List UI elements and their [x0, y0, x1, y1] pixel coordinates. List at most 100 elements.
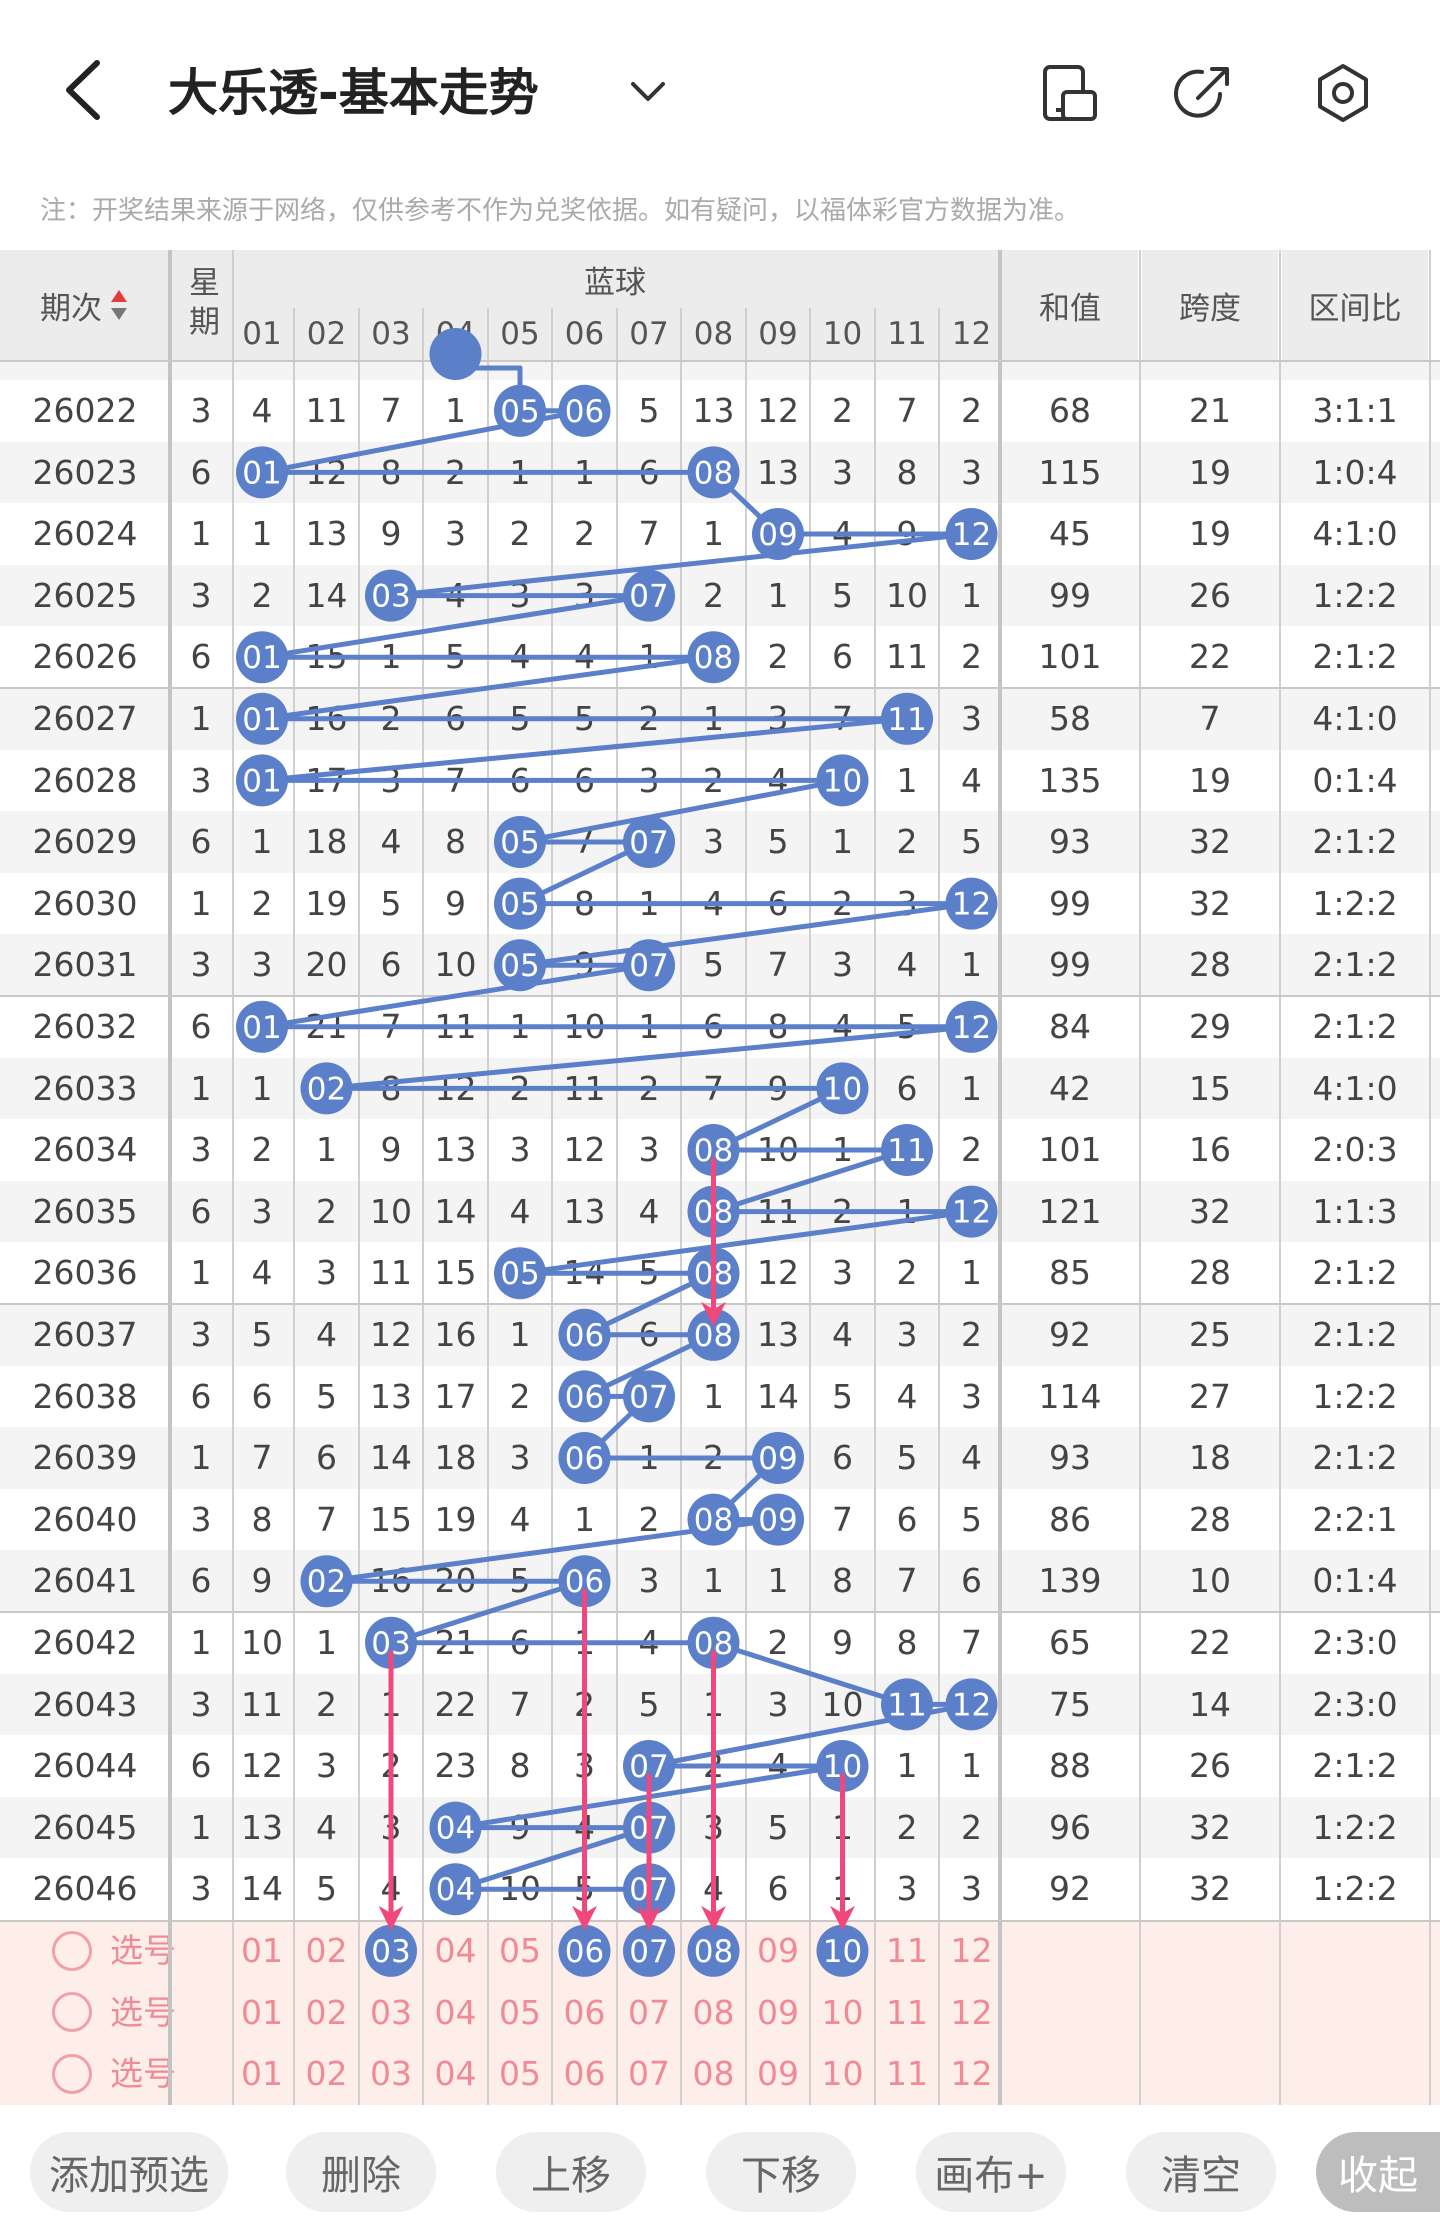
miss-count-cell: 2: [896, 822, 918, 862]
miss-count-cell: 5: [638, 391, 660, 430]
select-number[interactable]: 01: [241, 1931, 283, 1970]
canvas-plus-button[interactable]: 画布+: [916, 2132, 1066, 2212]
select-number[interactable]: 11: [886, 1992, 928, 2032]
select-number[interactable]: 04: [434, 2054, 477, 2094]
move-down-button[interactable]: 下移: [706, 2132, 856, 2212]
period-cell: 26039: [32, 1438, 138, 1478]
weekday-cell: 3: [190, 575, 212, 615]
trend-line: [259, 962, 652, 1030]
select-number[interactable]: 03: [370, 2054, 412, 2094]
sort-icon[interactable]: [108, 287, 130, 323]
sum-cell: 101: [1038, 637, 1102, 677]
select-number[interactable]: 07: [628, 2054, 670, 2094]
sum-cell: 99: [1049, 945, 1091, 985]
number-header: 09: [745, 308, 811, 360]
miss-count-cell: 7: [832, 1499, 853, 1539]
miss-count-cell: 1: [961, 1746, 982, 1786]
chevron-down-icon[interactable]: [623, 68, 673, 118]
ball-number: 11: [887, 1687, 926, 1723]
miss-count-cell: 13: [757, 1315, 799, 1354]
miss-count-cell: 1: [961, 945, 982, 985]
select-number[interactable]: 11: [886, 2054, 928, 2094]
select-number[interactable]: 02: [305, 2054, 348, 2094]
ball-number: 06: [565, 1318, 604, 1354]
select-number[interactable]: 01: [241, 2054, 283, 2094]
ball-circle: [558, 1370, 611, 1423]
select-number[interactable]: 12: [950, 2054, 993, 2094]
phone-landscape-icon[interactable]: [1036, 58, 1106, 128]
select-number[interactable]: 04: [434, 1992, 477, 2032]
page-title[interactable]: 大乐透-基本走势: [168, 64, 539, 122]
select-radio[interactable]: [52, 1992, 92, 2033]
miss-count-cell: 2: [251, 1130, 273, 1170]
select-number[interactable]: 09: [757, 2054, 799, 2094]
share-icon[interactable]: [1168, 58, 1238, 128]
select-radio[interactable]: [52, 2054, 92, 2094]
select-number[interactable]: 09: [757, 1992, 799, 2032]
select-number[interactable]: 12: [950, 1931, 993, 1970]
miss-count-cell: 11: [886, 637, 928, 677]
select-number[interactable]: 05: [499, 2054, 541, 2094]
move-up-button[interactable]: 上移: [496, 2132, 646, 2212]
select-number[interactable]: 09: [757, 1931, 799, 1970]
select-number[interactable]: 06: [563, 1992, 606, 2032]
group-divider: [0, 1611, 1440, 1613]
select-number[interactable]: 07: [628, 1992, 670, 2032]
add-preselect-button[interactable]: 添加预选: [30, 2132, 228, 2212]
clear-button[interactable]: 清空: [1126, 2132, 1276, 2212]
sum-cell: 135: [1038, 760, 1102, 800]
select-radio[interactable]: [52, 1930, 92, 1971]
miss-count-cell: 2: [767, 637, 789, 677]
select-number[interactable]: 06: [563, 2054, 606, 2094]
select-number[interactable]: 05: [499, 1992, 541, 2032]
miss-count-cell: 23: [434, 1746, 477, 1786]
select-number[interactable]: 12: [950, 1992, 993, 2032]
ratio-cell: 2:1:2: [1312, 1007, 1398, 1046]
span-cell: 15: [1189, 1068, 1231, 1108]
grid-line: [168, 250, 172, 2105]
span-cell: 28: [1189, 945, 1231, 985]
select-number[interactable]: 05: [499, 1931, 541, 1970]
back-arrow-icon[interactable]: [55, 55, 115, 125]
ball-number: 07: [629, 825, 668, 861]
select-number[interactable]: 08: [692, 2054, 735, 2094]
period-header[interactable]: 期次: [0, 250, 170, 360]
ratio-cell: 2:3:0: [1312, 1623, 1398, 1662]
select-number[interactable]: 11: [886, 1931, 928, 1970]
blue-ball: 09: [752, 1493, 804, 1546]
weekday-cell: 1: [190, 1807, 212, 1847]
blue-ball: 11: [881, 1678, 933, 1731]
select-number[interactable]: 03: [370, 1992, 412, 2032]
miss-count-cell: 7: [896, 1561, 918, 1601]
miss-count-cell: 6: [961, 1561, 982, 1601]
select-number[interactable]: 02: [305, 1931, 348, 1970]
miss-count-cell: 10: [434, 945, 477, 985]
blue-ball: 05: [494, 816, 546, 868]
miss-count-cell: 2: [574, 514, 595, 554]
miss-count-cell: 13: [434, 1130, 477, 1170]
select-number[interactable]: 04: [434, 1931, 477, 1970]
ball-circle: [365, 569, 417, 622]
select-number[interactable]: 10: [821, 2054, 864, 2094]
collapse-button[interactable]: 收起: [1316, 2132, 1440, 2212]
miss-count-cell: 5: [961, 1499, 982, 1539]
trend-line: [324, 1024, 974, 1091]
ball-circle: [816, 1924, 869, 1977]
delete-button[interactable]: 删除: [286, 2132, 436, 2212]
ratio-cell: 0:1:4: [1312, 760, 1398, 800]
span-header: 跨度: [1142, 250, 1278, 360]
miss-count-cell: 3: [896, 1315, 918, 1354]
ball-circle: [494, 816, 546, 868]
miss-count-cell: 14: [434, 1191, 477, 1231]
weekday-cell: 6: [190, 822, 212, 862]
select-number[interactable]: 08: [692, 1992, 735, 2032]
select-number[interactable]: 01: [241, 1992, 283, 2032]
sum-cell: 92: [1049, 1315, 1091, 1354]
select-number[interactable]: 02: [305, 1992, 348, 2032]
settings-gear-icon[interactable]: [1308, 58, 1378, 128]
miss-count-cell: 1: [703, 514, 724, 554]
sum-cell: 86: [1049, 1499, 1091, 1539]
miss-count-cell: 14: [370, 1438, 412, 1478]
select-number[interactable]: 10: [821, 1992, 864, 2032]
